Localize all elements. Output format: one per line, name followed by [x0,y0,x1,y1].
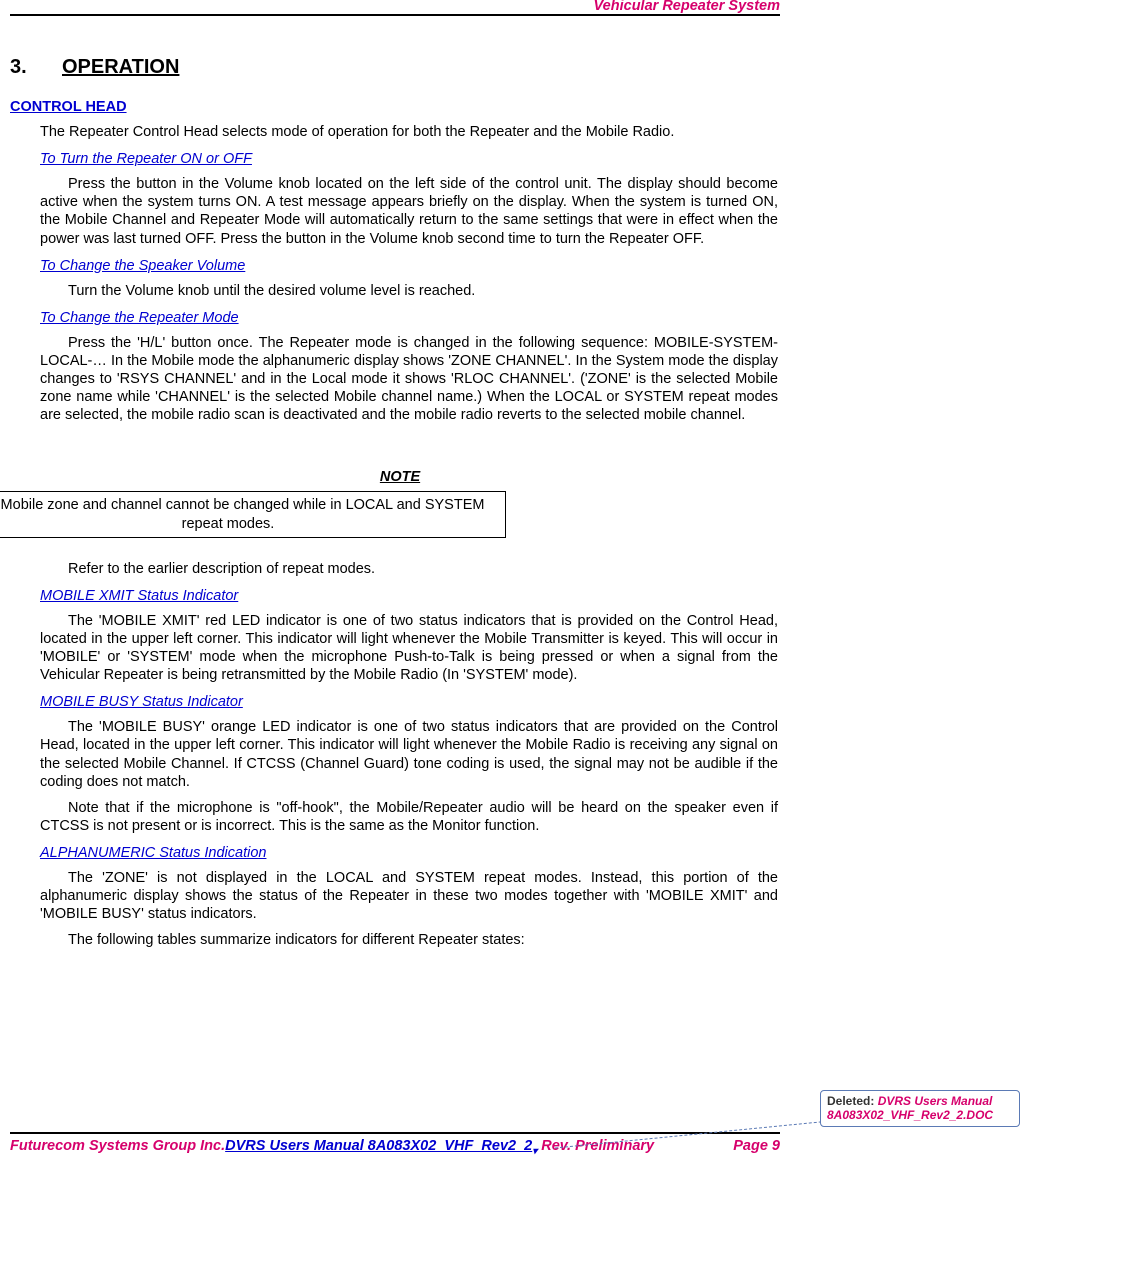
paragraph-alpha: The 'ZONE' is not displayed in the LOCAL… [40,869,778,923]
section-number: 3. [10,56,62,79]
paragraph-busy-2: Note that if the microphone is "off-hook… [40,799,778,835]
footer-company: Futurecom Systems Group Inc. [10,1138,225,1154]
heading-busy: MOBILE BUSY Status Indicator [40,694,1144,710]
footer-page: Page 9 [733,1138,780,1154]
note-wrap: The Mobile zone and channel cannot be ch… [10,485,790,537]
heading-alpha: ALPHANUMERIC Status Indication [40,845,1144,861]
deleted-balloon: Deleted: DVRS Users Manual 8A083X02_VHF_… [820,1090,1020,1127]
section-heading: 3.OPERATION [10,56,1144,79]
heading-on-off: To Turn the Repeater ON or OFF [40,151,1144,167]
paragraph-on-off: Press the button in the Volume knob loca… [40,175,778,248]
paragraph-tables: The following tables summarize indicator… [40,931,778,949]
revision-mark-icon: ▾ [532,1146,537,1157]
paragraph-volume: Turn the Volume knob until the desired v… [40,282,778,300]
footer-line: Futurecom Systems Group Inc.DVRS Users M… [10,1138,780,1157]
footer-rule [10,1132,780,1134]
footer-doc: DVRS Users Manual 8A083X02_VHF_Rev2_2 [225,1138,532,1154]
deleted-label: Deleted: [827,1094,878,1108]
paragraph-busy-1: The 'MOBILE BUSY' orange LED indicator i… [40,718,778,791]
heading-control-head: CONTROL HEAD [10,99,1144,115]
paragraph-xmit: The 'MOBILE XMIT' red LED indicator is o… [40,612,778,685]
paragraph-intro: The Repeater Control Head selects mode o… [40,123,778,141]
paragraph-refer: Refer to the earlier description of repe… [40,560,778,578]
note-label: NOTE [10,469,790,485]
heading-xmit: MOBILE XMIT Status Indicator [40,588,1144,604]
section-title: OPERATION [62,56,179,78]
header-rule: Vehicular Repeater System [10,14,780,16]
paragraph-mode: Press the 'H/L' button once. The Repeate… [40,334,778,425]
header-title: Vehicular Repeater System [594,0,780,14]
heading-mode: To Change the Repeater Mode [40,310,1144,326]
footer-rev: Rev. Preliminary [541,1138,654,1154]
heading-volume: To Change the Speaker Volume [40,258,1144,274]
note-box: The Mobile zone and channel cannot be ch… [0,491,506,537]
